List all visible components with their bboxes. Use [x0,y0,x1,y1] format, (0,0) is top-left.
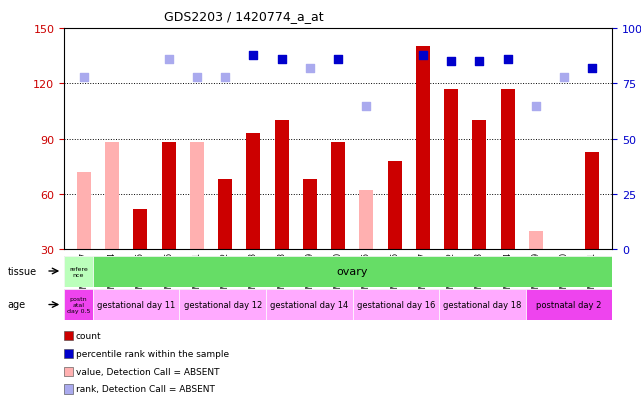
Bar [388,161,402,250]
Point [446,59,456,65]
Text: gestational day 11: gestational day 11 [97,300,176,309]
Text: gestational day 18: gestational day 18 [443,300,522,309]
Point [79,74,89,81]
Text: percentile rank within the sample: percentile rank within the sample [76,349,229,358]
Point [276,57,287,63]
Bar [77,173,91,250]
Point [474,59,485,65]
Bar [105,143,119,250]
Text: postn
atal
day 0.5: postn atal day 0.5 [67,296,90,313]
Point [362,103,372,109]
Bar [93,289,179,320]
Point [220,74,230,81]
Text: tissue: tissue [8,266,37,277]
Point [163,57,174,63]
Bar [246,134,260,250]
Bar [162,143,176,250]
Text: ovary: ovary [337,266,369,277]
Text: gestational day 16: gestational day 16 [356,300,435,309]
Bar [331,143,345,250]
Bar [360,191,374,250]
Text: gestational day 14: gestational day 14 [270,300,349,309]
Text: value, Detection Call = ABSENT: value, Detection Call = ABSENT [76,367,219,376]
Bar [585,152,599,250]
Bar [303,180,317,250]
Bar [266,289,353,320]
Bar [64,256,93,287]
Point [587,65,597,72]
Bar [526,289,612,320]
Point [503,57,513,63]
Text: postnatal day 2: postnatal day 2 [537,300,601,309]
Bar [529,231,543,250]
Bar [416,47,430,250]
Point [304,65,315,72]
Point [418,52,428,59]
Point [333,57,344,63]
Bar [190,143,204,250]
Bar [218,180,232,250]
Text: refere
nce: refere nce [69,266,88,277]
Text: GDS2203 / 1420774_a_at: GDS2203 / 1420774_a_at [163,10,324,23]
Point [192,74,202,81]
Bar [444,90,458,250]
Point [531,103,541,109]
Point [248,52,258,59]
Text: rank, Detection Call = ABSENT: rank, Detection Call = ABSENT [76,385,215,394]
Bar [353,289,439,320]
Text: gestational day 12: gestational day 12 [183,300,262,309]
Bar [472,121,487,250]
Bar [501,90,515,250]
Bar [133,209,147,250]
Point [559,74,569,81]
Text: count: count [76,331,101,340]
Bar [439,289,526,320]
Text: age: age [8,299,26,310]
Bar [64,289,93,320]
Bar [179,289,266,320]
Bar [274,121,288,250]
